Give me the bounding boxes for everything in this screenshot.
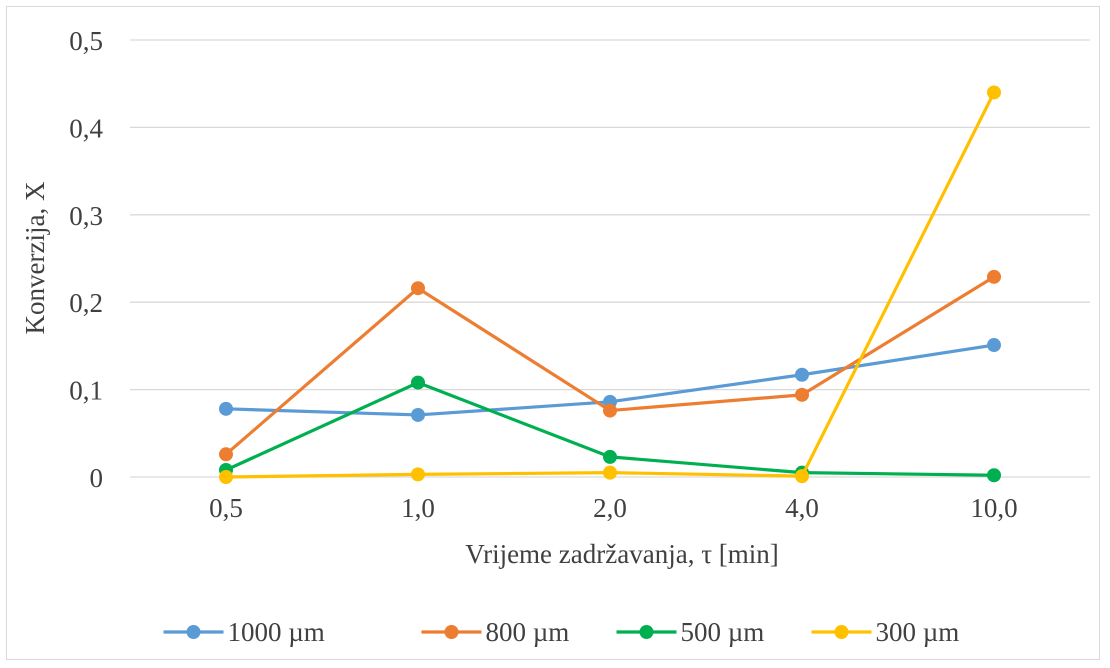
data-point (795, 469, 809, 484)
chart-frame (6, 6, 1100, 660)
y-tick-label: 0,4 (69, 113, 103, 143)
series-line (224, 275, 995, 456)
data-point (411, 375, 425, 390)
data-point (795, 367, 809, 382)
data-point (987, 269, 1001, 284)
y-tick-label: 0 (90, 463, 104, 493)
y-tick-labels: 0 0,1 0,2 0,3 0,4 0,5 (69, 26, 103, 493)
x-tick-label: 10,0 (970, 493, 1017, 523)
x-axis-label: Vrijeme zadržavanja, τ [min] (465, 539, 779, 569)
y-tick-label: 0,5 (69, 26, 103, 56)
legend-label: 300 µm (876, 617, 960, 647)
legend-marker (639, 625, 654, 639)
data-point (219, 470, 233, 484)
y-tick-label: 0,2 (69, 288, 103, 318)
y-axis-label: Konverzija, X (20, 181, 50, 334)
legend-label: 500 µm (681, 617, 765, 647)
data-point (219, 401, 233, 416)
data-point (411, 407, 425, 422)
legend-marker (834, 625, 849, 639)
legend-label: 800 µm (486, 617, 570, 647)
legend-marker (186, 625, 201, 639)
data-point (795, 387, 809, 402)
data-point (603, 403, 617, 418)
x-tick-label: 2,0 (593, 493, 627, 523)
series-group (219, 85, 1001, 484)
data-point (219, 447, 233, 462)
data-point (603, 465, 617, 480)
y-tick-label: 0,3 (69, 201, 103, 231)
x-tick-labels: 0,5 1,0 2,0 4,0 10,0 (209, 493, 1018, 523)
legend: 1000 µm 800 µm 500 µm 300 µm (163, 617, 960, 647)
data-point (987, 85, 1001, 100)
legend-marker (444, 625, 459, 639)
data-point (603, 449, 617, 464)
x-tick-label: 4,0 (785, 493, 819, 523)
data-point (411, 281, 425, 296)
data-point (987, 338, 1001, 353)
data-point (411, 467, 425, 482)
data-point (987, 468, 1001, 483)
x-tick-label: 1,0 (401, 493, 435, 523)
y-tick-label: 0,1 (69, 376, 103, 406)
legend-label: 1000 µm (228, 617, 325, 647)
x-tick-label: 0,5 (209, 493, 243, 523)
